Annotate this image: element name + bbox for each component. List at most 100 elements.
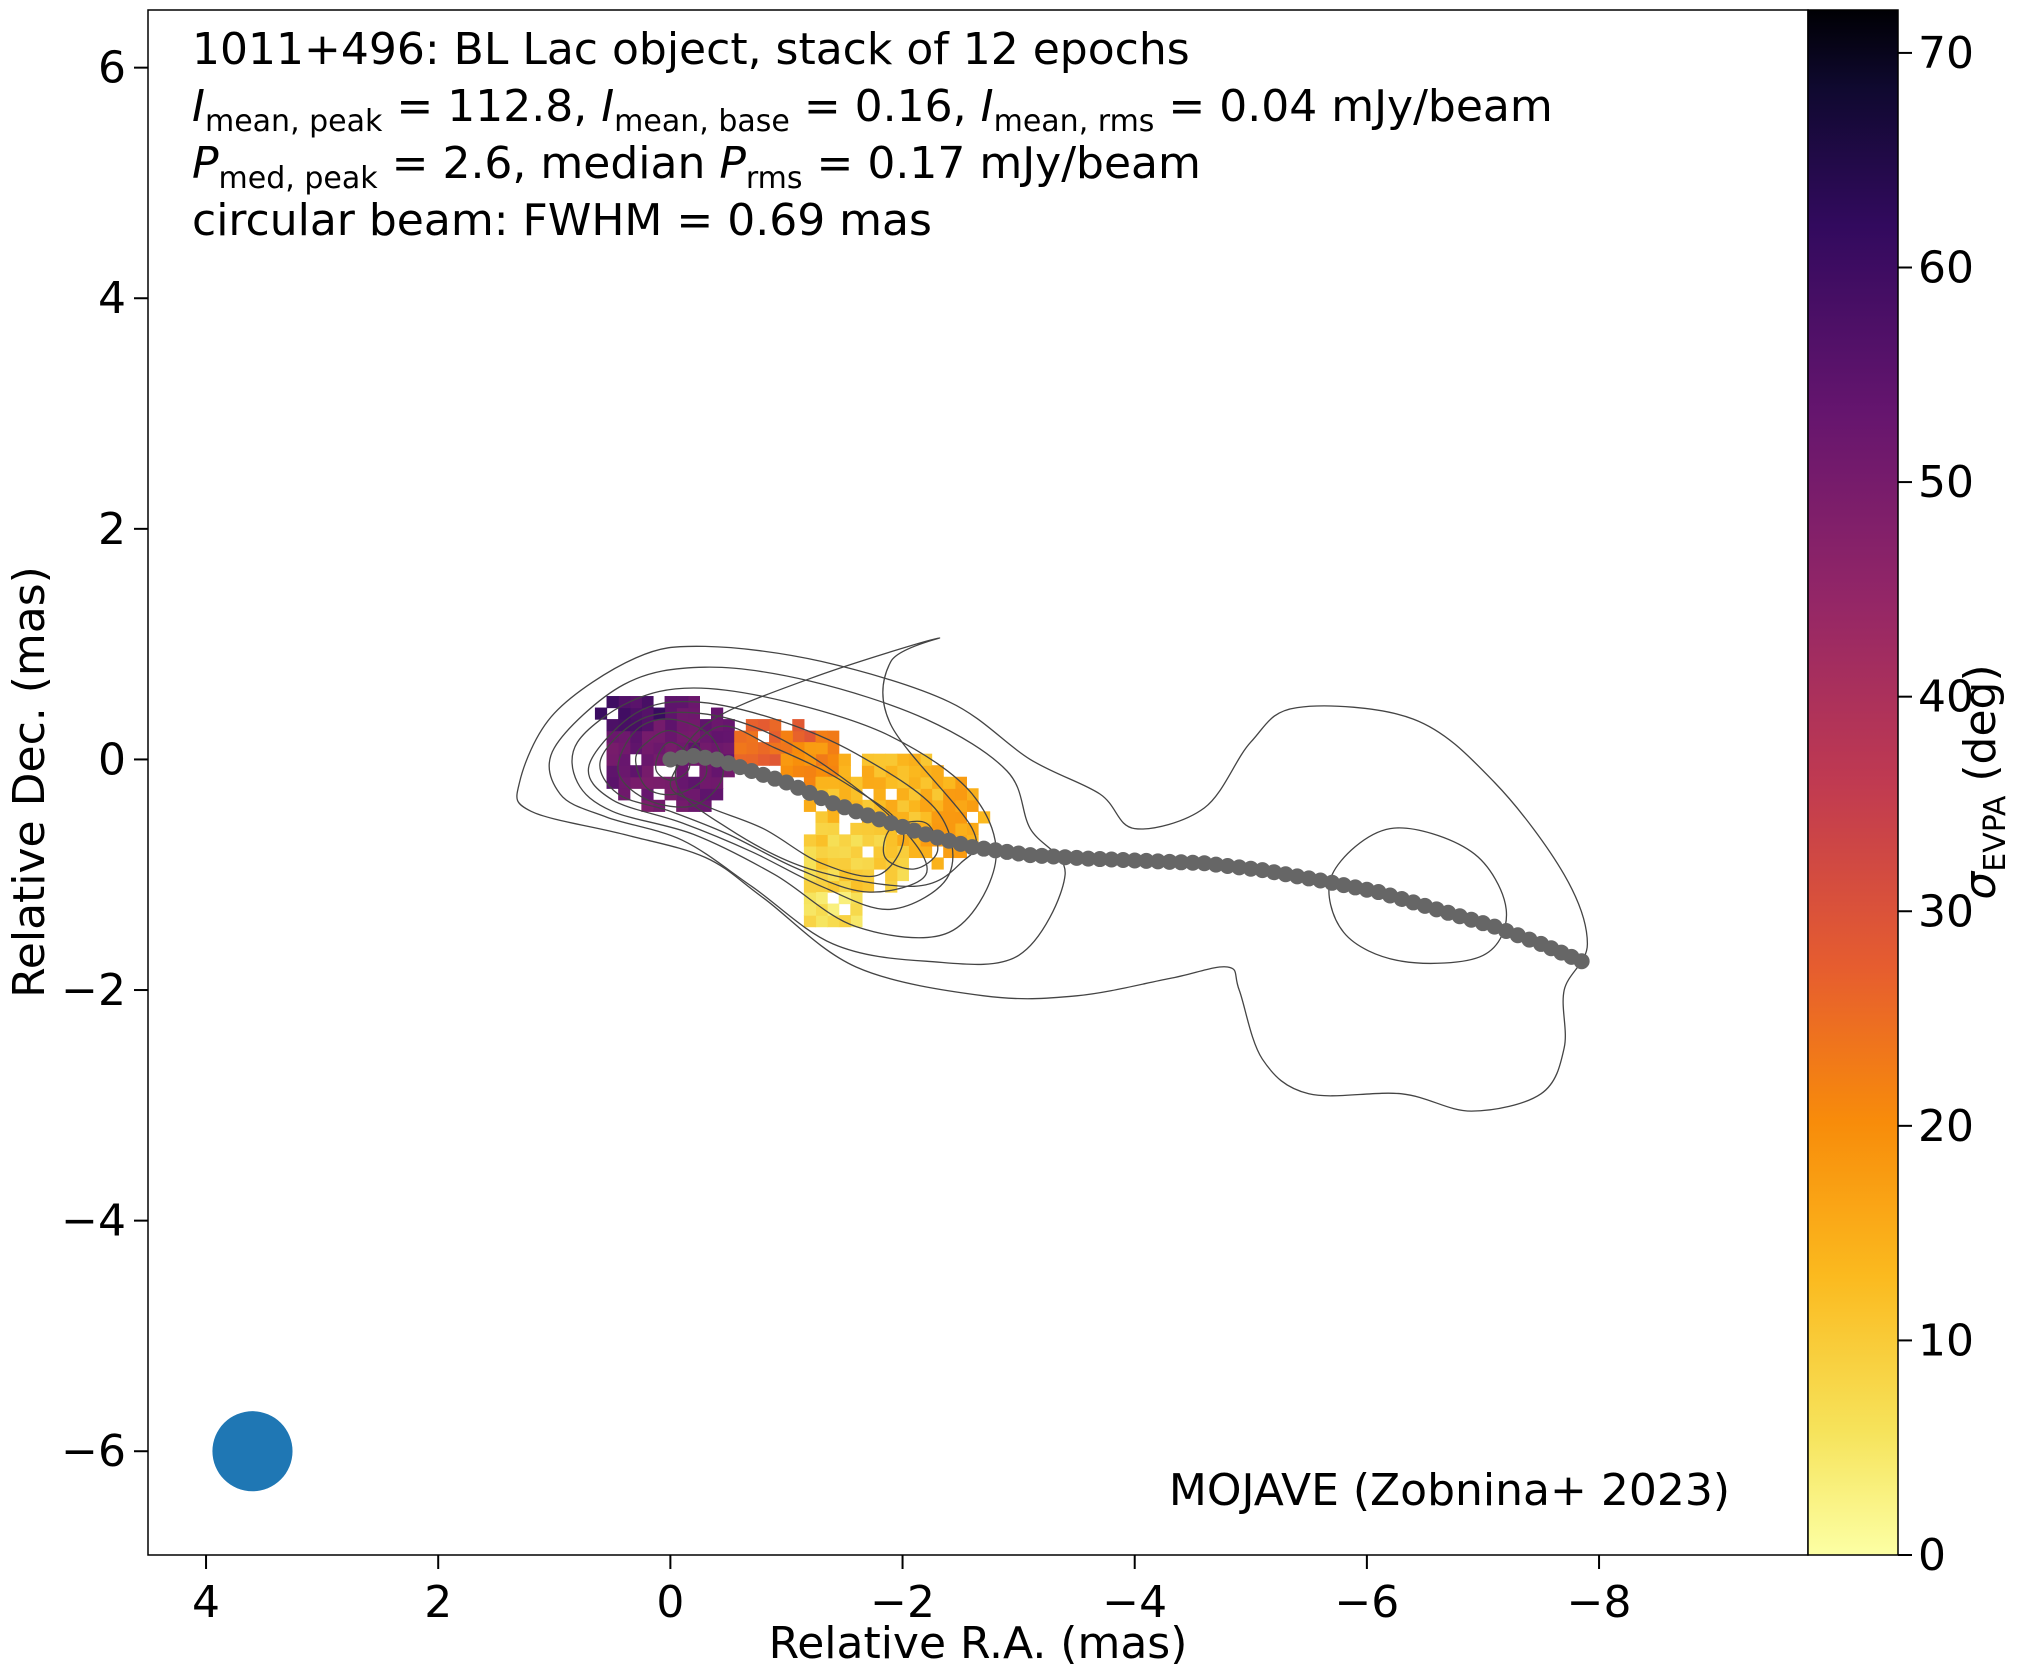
colorbar-tick-label: 40 [1918,672,1974,723]
heatmap-cell [896,799,909,812]
heatmap-cell [676,776,689,789]
beam-ellipse [212,1411,293,1492]
heatmap-cell [908,765,921,778]
heatmap-cell [954,811,967,824]
heatmap-cell [919,845,933,859]
ridgeline-point [1033,847,1050,864]
heatmap-cell [943,799,956,812]
y-tick-label: 6 [98,43,126,94]
heatmap-cell [885,765,898,778]
heatmap-cell [641,753,654,766]
colorbar-tick-label: 10 [1918,1315,1974,1366]
credit-label: MOJAVE (Zobnina+ 2023) [1169,1465,1730,1516]
heatmap-cell [815,834,828,847]
heatmap-cell [827,822,840,835]
colorbar-label: σEVPA (deg) [1955,664,2013,899]
heatmap-cell [838,857,851,870]
heatmap-cell [908,845,921,859]
colorbar-tick-label: 60 [1918,243,1974,294]
ridgeline-point [1103,851,1120,868]
y-axis-label: Relative Dec. (mas) [4,566,55,998]
heatmap-cell [885,868,898,882]
heatmap-cell [873,753,886,766]
heatmap-cell [850,845,863,859]
colorbar-tick-label: 50 [1918,457,1974,508]
heatmap-cell [757,719,770,732]
heatmap-cell [885,834,898,847]
ridgeline-point [1219,857,1236,874]
heatmap-cell [861,753,875,766]
heatmap-cell [838,765,851,778]
heatmap-cell [711,730,724,743]
contour-line [599,711,928,893]
heatmap-cell [943,776,956,789]
heatmap-cell [618,753,631,766]
heatmap-cell [606,776,619,789]
info-line-2: Imean, peak = 112.8, Imean, base = 0.16,… [192,81,1553,139]
contour-line [654,741,691,781]
x-tick-label: −2 [870,1577,935,1628]
heatmap-cell [722,730,735,743]
heatmap-cell [664,742,677,755]
heatmap-cell [850,822,863,835]
heatmap-cell [919,788,933,801]
heatmap-cell [827,753,840,766]
heatmap-cell [803,742,817,755]
heatmap-cell [827,776,840,789]
heatmap-cell [757,742,770,755]
heatmap-cell [664,730,677,743]
heatmap-cell [803,880,817,893]
heatmap-cell [803,857,817,870]
heatmap-cell [606,719,619,732]
heatmap-cell [850,834,863,847]
heatmap-cell [734,742,747,755]
heatmap-cell [652,742,666,755]
heatmap-cell [919,811,933,824]
heatmap-cell [745,742,759,755]
heatmap-cell [792,765,805,778]
heatmap-cell [676,799,689,812]
heatmap-cell [815,753,828,766]
heatmap-cell [629,765,642,778]
heatmap-cell [838,753,851,766]
heatmap-cell [803,799,817,812]
colorbar: 0 10 20 30 40 50 60 70 σEVPA (deg) [1807,9,2013,1581]
heatmap-cell [699,776,712,789]
heatmap-cell [757,753,770,766]
heatmap-cell [908,799,921,812]
heatmap-cell [652,730,666,743]
heatmap-cell [815,776,828,789]
heatmap-cell [664,707,677,720]
heatmap-cell [919,753,933,766]
heatmap-cell [827,845,840,859]
heatmap-cell [711,707,724,720]
heatmap-cell [769,719,782,732]
info-line-1: 1011+496: BL Lac object, stack of 12 epo… [192,24,1190,75]
heatmap-cell [954,788,967,801]
heatmap-cell [594,707,608,720]
heatmap-cell [699,765,712,778]
heatmap-cell [780,730,793,743]
heatmap-cell [641,742,654,755]
y-axis-ticks: −6 −4 −2 0 2 4 6 [61,43,148,1477]
heatmap-cell [664,719,677,732]
heatmap-cell [629,742,642,755]
y-tick-label: 2 [98,504,126,555]
heatmap-cell [618,707,631,720]
colorbar-tick-label: 20 [1918,1101,1974,1152]
heatmap-cell [873,857,886,870]
heatmap-cell [873,834,886,847]
colorbar-gradient [1807,9,1899,1556]
heatmap-cell [618,765,631,778]
heatmap-cell [861,765,875,778]
heatmap-cell [838,915,851,928]
heatmap-cell [827,730,840,743]
heatmap-cell [966,799,979,812]
heatmap-cell [861,776,875,789]
heatmap-cell [861,857,875,870]
heatmap-cell [641,788,654,801]
heatmap-cell [815,822,828,835]
heatmap-cell [931,857,944,870]
heatmap-cell [838,845,851,859]
ridgeline-point [1173,854,1190,871]
